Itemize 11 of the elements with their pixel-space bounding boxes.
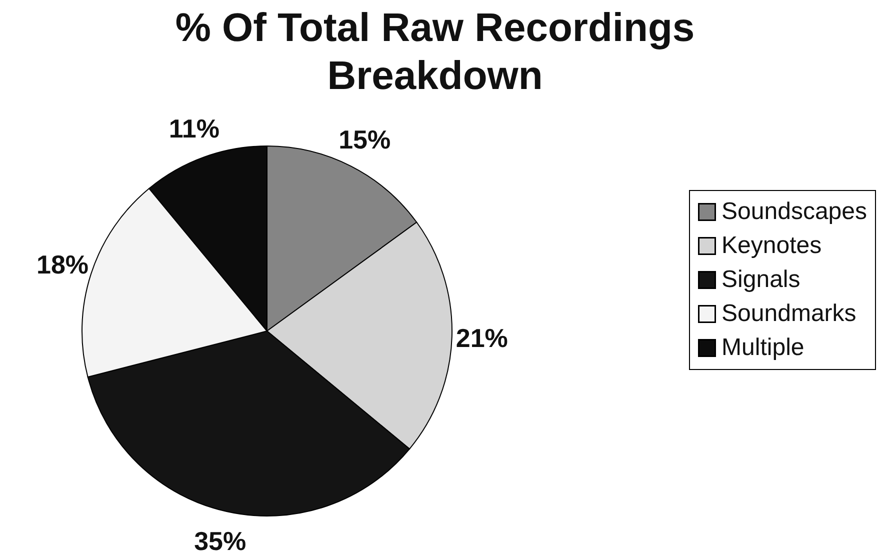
data-label: 11% — [168, 114, 220, 144]
legend-label: Soundmarks — [722, 299, 856, 329]
data-label: 18% — [36, 250, 89, 280]
data-label: 35% — [194, 526, 246, 556]
legend-label: Multiple — [722, 333, 804, 363]
data-label: 15% — [338, 124, 391, 154]
chart-title: % Of Total Raw Recordings Breakdown — [174, 5, 696, 100]
data-label: 21% — [456, 322, 508, 353]
legend-label: Keynotes — [722, 231, 822, 261]
legend-label: Soundscapes — [722, 197, 867, 227]
legend-label: Signals — [722, 265, 800, 295]
